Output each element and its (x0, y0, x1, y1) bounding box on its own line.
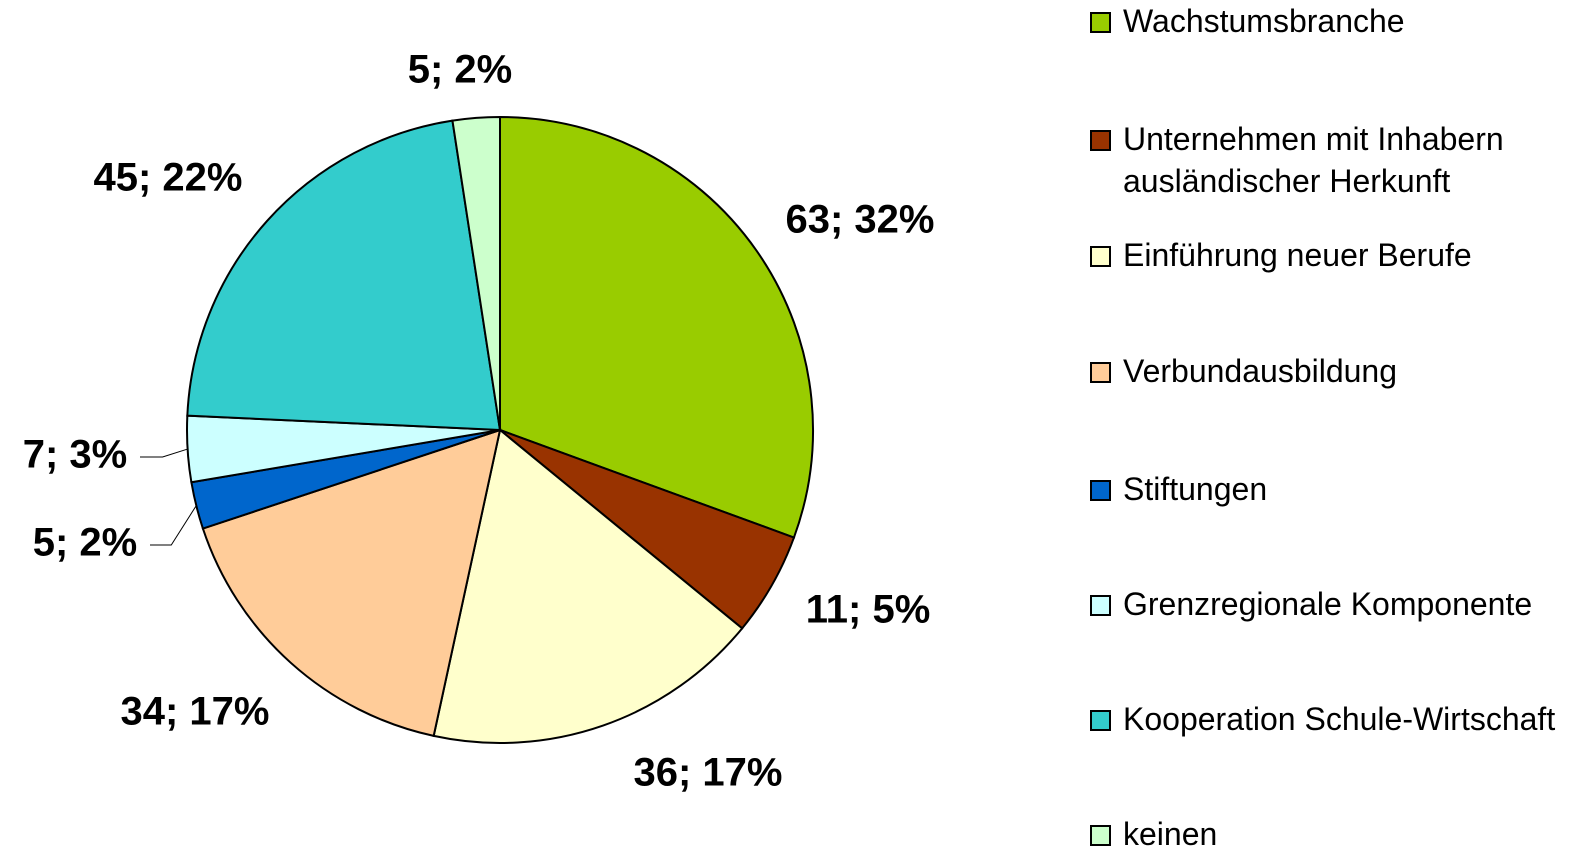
legend-swatch (1090, 825, 1111, 846)
legend-label: Stiftungen (1123, 471, 1268, 507)
legend-swatch (1090, 595, 1111, 616)
pie-slice (201, 428, 502, 738)
legend-swatch (1090, 130, 1111, 151)
legend-label: Verbundausbildung (1123, 353, 1398, 389)
legend-item: keinen (1090, 813, 1560, 855)
leader-line (140, 448, 188, 458)
data-label: 11; 5% (806, 588, 931, 632)
legend-item: Grenzregionale Komponente (1090, 583, 1560, 625)
legend-swatch (1090, 362, 1111, 383)
legend-item: Unternehmen mit Inhabern ausländischer H… (1090, 118, 1560, 202)
pie-slice (186, 119, 502, 432)
data-label: 45; 22% (94, 156, 243, 200)
legend-swatch (1090, 710, 1111, 731)
legend-item: Stiftungen (1090, 468, 1560, 510)
legend-label: Wachstumsbranche (1123, 3, 1405, 39)
legend-swatch (1090, 12, 1111, 33)
pie-slice (451, 115, 501, 431)
data-label: 5; 2% (408, 48, 513, 92)
legend-item: Verbundausbildung (1090, 350, 1560, 392)
legend-item: Kooperation Schule-Wirtschaft (1090, 698, 1560, 740)
pie-slice (499, 115, 814, 539)
legend-item: Einführung neuer Berufe (1090, 234, 1560, 276)
data-label: 34; 17% (121, 690, 270, 734)
legend-label: Einführung neuer Berufe (1123, 237, 1472, 273)
legend-swatch (1090, 246, 1111, 267)
data-label: 7; 3% (23, 433, 128, 477)
legend-label: Grenzregionale Komponente (1123, 586, 1533, 622)
legend-item: Wachstumsbranche (1090, 0, 1560, 42)
leader-line (150, 505, 197, 546)
legend-label: Unternehmen mit Inhabern ausländischer H… (1123, 121, 1504, 199)
legend-swatch (1090, 480, 1111, 501)
pie-slice (432, 428, 744, 744)
data-label: 36; 17% (634, 751, 783, 795)
legend-label: keinen (1123, 816, 1218, 852)
legend-label: Kooperation Schule-Wirtschaft (1123, 701, 1556, 737)
data-label: 5; 2% (33, 521, 138, 565)
data-label: 63; 32% (786, 198, 935, 242)
